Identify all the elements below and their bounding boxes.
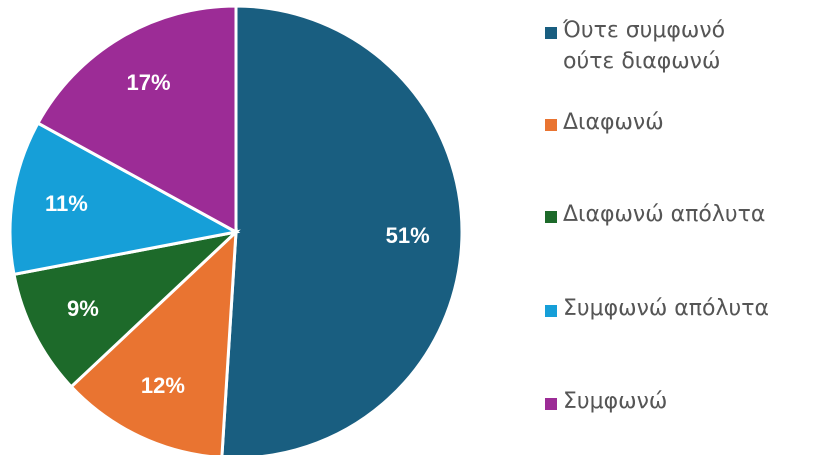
legend-swatch [545,119,557,131]
legend-item: Συμφωνώ απόλυτα [545,296,803,324]
legend-item: Διαφωνώ απόλυτα [545,202,803,230]
data-label: 51% [386,223,430,248]
legend-label: Όυτε συμφωνό ούτε διαφωνώ [563,18,726,74]
legend-item: Όυτε συμφωνό ούτε διαφωνώ [545,18,763,77]
legend-label: Συμφωνώ απόλυτα [563,296,769,321]
legend-label: Συμφωνώ [563,389,668,414]
legend-label: Διαφωνώ απόλυτα [563,202,766,227]
legend-label: Διαφωνώ [563,110,664,135]
data-label: 12% [141,373,185,398]
legend-swatch [545,211,557,223]
legend-item: Διαφωνώ [545,110,803,138]
data-label: 11% [45,191,88,216]
data-label: 17% [127,70,171,95]
pie-slice [8,121,241,277]
data-label: 9% [67,296,99,321]
legend-item: Συμφωνώ [545,389,803,417]
pie-slice [35,4,238,235]
pie-slice [69,228,238,455]
legend-swatch [545,305,557,317]
legend-swatch [545,27,557,39]
pie-slice [12,229,241,389]
legend-swatch [545,398,557,410]
pie-slice [220,4,464,455]
